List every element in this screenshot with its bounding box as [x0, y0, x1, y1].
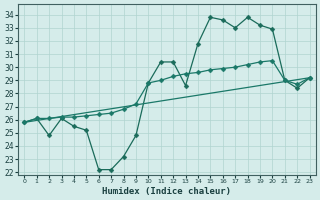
X-axis label: Humidex (Indice chaleur): Humidex (Indice chaleur) — [102, 187, 231, 196]
